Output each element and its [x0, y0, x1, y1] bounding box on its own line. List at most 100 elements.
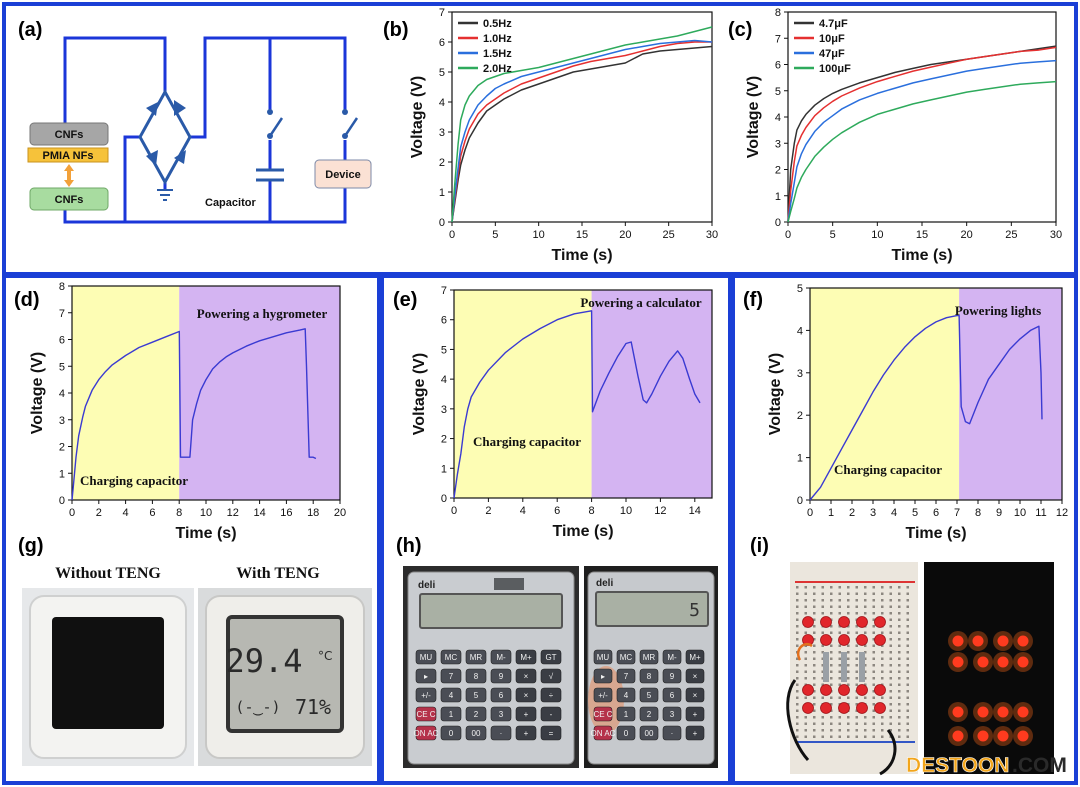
hole	[872, 670, 875, 673]
hole	[821, 605, 824, 608]
calc-key	[616, 668, 636, 684]
hole	[821, 735, 824, 738]
y-tick-label: 2	[441, 434, 447, 446]
x-tick-label: 4	[891, 507, 897, 519]
hole	[813, 703, 816, 706]
y-tick-label: 0	[441, 493, 447, 505]
breadboard-holes	[796, 586, 909, 738]
panel-label-b: (b)	[383, 19, 409, 41]
calc-key	[540, 706, 562, 722]
led	[820, 684, 832, 696]
led	[802, 616, 814, 628]
hole	[889, 599, 892, 602]
hole	[906, 690, 909, 693]
hole	[838, 729, 841, 732]
calc-key-label: ▸	[424, 672, 428, 681]
hole	[855, 677, 858, 680]
calc-key-label: +/-	[598, 691, 608, 700]
hole	[804, 729, 807, 732]
x-tick-label: 8	[589, 505, 595, 517]
hole	[847, 592, 850, 595]
hole	[855, 735, 858, 738]
hole	[830, 722, 833, 725]
photo-lit-leds	[924, 562, 1054, 774]
hole	[864, 599, 867, 602]
hole	[813, 599, 816, 602]
series-line-10F	[787, 46, 1057, 223]
x-tick-label: 2	[849, 507, 855, 519]
hole	[830, 716, 833, 719]
hole	[796, 657, 799, 660]
temp-readout: 29.4	[225, 642, 302, 680]
y-tick-label: 1	[775, 191, 781, 203]
hole	[847, 625, 850, 628]
led	[802, 702, 814, 714]
hole	[813, 729, 816, 732]
hole	[838, 644, 841, 647]
hole	[898, 644, 901, 647]
x-tick-label: 0	[449, 229, 455, 241]
calc-key	[540, 687, 562, 703]
hole	[864, 651, 867, 654]
hole	[906, 677, 909, 680]
hole	[813, 657, 816, 660]
hole	[889, 664, 892, 667]
hole	[804, 586, 807, 589]
x-tick-label: 10	[1014, 507, 1026, 519]
calc-key	[593, 706, 613, 722]
calc-readout-right: 5	[689, 600, 700, 621]
calc-key-label: 8	[647, 672, 652, 681]
hole	[813, 716, 816, 719]
hole	[804, 722, 807, 725]
hole	[813, 638, 816, 641]
hole	[804, 696, 807, 699]
calc-key	[616, 725, 636, 741]
hole	[898, 716, 901, 719]
lit-led	[952, 656, 964, 668]
hole	[898, 670, 901, 673]
calc-key-label: 9	[670, 672, 675, 681]
lit-led	[1017, 635, 1029, 647]
y-tick-label: 0	[439, 217, 445, 229]
panel-label-g: (g)	[18, 535, 44, 557]
hole	[830, 644, 833, 647]
x-tick-label: 4	[520, 505, 526, 517]
lit-led-grid	[948, 631, 1033, 746]
hole	[864, 605, 867, 608]
y-axis-title: Voltage (V)	[767, 353, 784, 435]
hole	[821, 592, 824, 595]
hole	[898, 677, 901, 680]
hole	[830, 599, 833, 602]
hole	[821, 612, 824, 615]
calc-key	[639, 668, 659, 684]
y-tick-label: 4	[59, 388, 65, 400]
hole	[847, 722, 850, 725]
hole	[830, 683, 833, 686]
hole	[906, 735, 909, 738]
hole	[838, 631, 841, 634]
calc-key-label: ÷	[549, 691, 554, 700]
hole	[838, 677, 841, 680]
hole	[881, 716, 884, 719]
hole	[872, 599, 875, 602]
hole	[855, 683, 858, 686]
hole	[847, 670, 850, 673]
hole	[813, 612, 816, 615]
hole	[804, 651, 807, 654]
hole	[864, 683, 867, 686]
led	[838, 702, 850, 714]
lit-led	[1017, 656, 1029, 668]
y-tick-label: 4	[441, 374, 447, 386]
x-tick-label: 5	[830, 229, 836, 241]
calc-key-label: M+	[689, 653, 701, 662]
hole	[889, 605, 892, 608]
hole	[906, 664, 909, 667]
y-tick-label: 3	[441, 404, 447, 416]
x-tick-label: 5	[912, 507, 918, 519]
x-tick-label: 12	[654, 505, 666, 517]
hole	[864, 612, 867, 615]
calc-key-label: 2	[474, 710, 479, 719]
hole	[855, 625, 858, 628]
hole	[804, 670, 807, 673]
calc-key	[515, 649, 537, 665]
